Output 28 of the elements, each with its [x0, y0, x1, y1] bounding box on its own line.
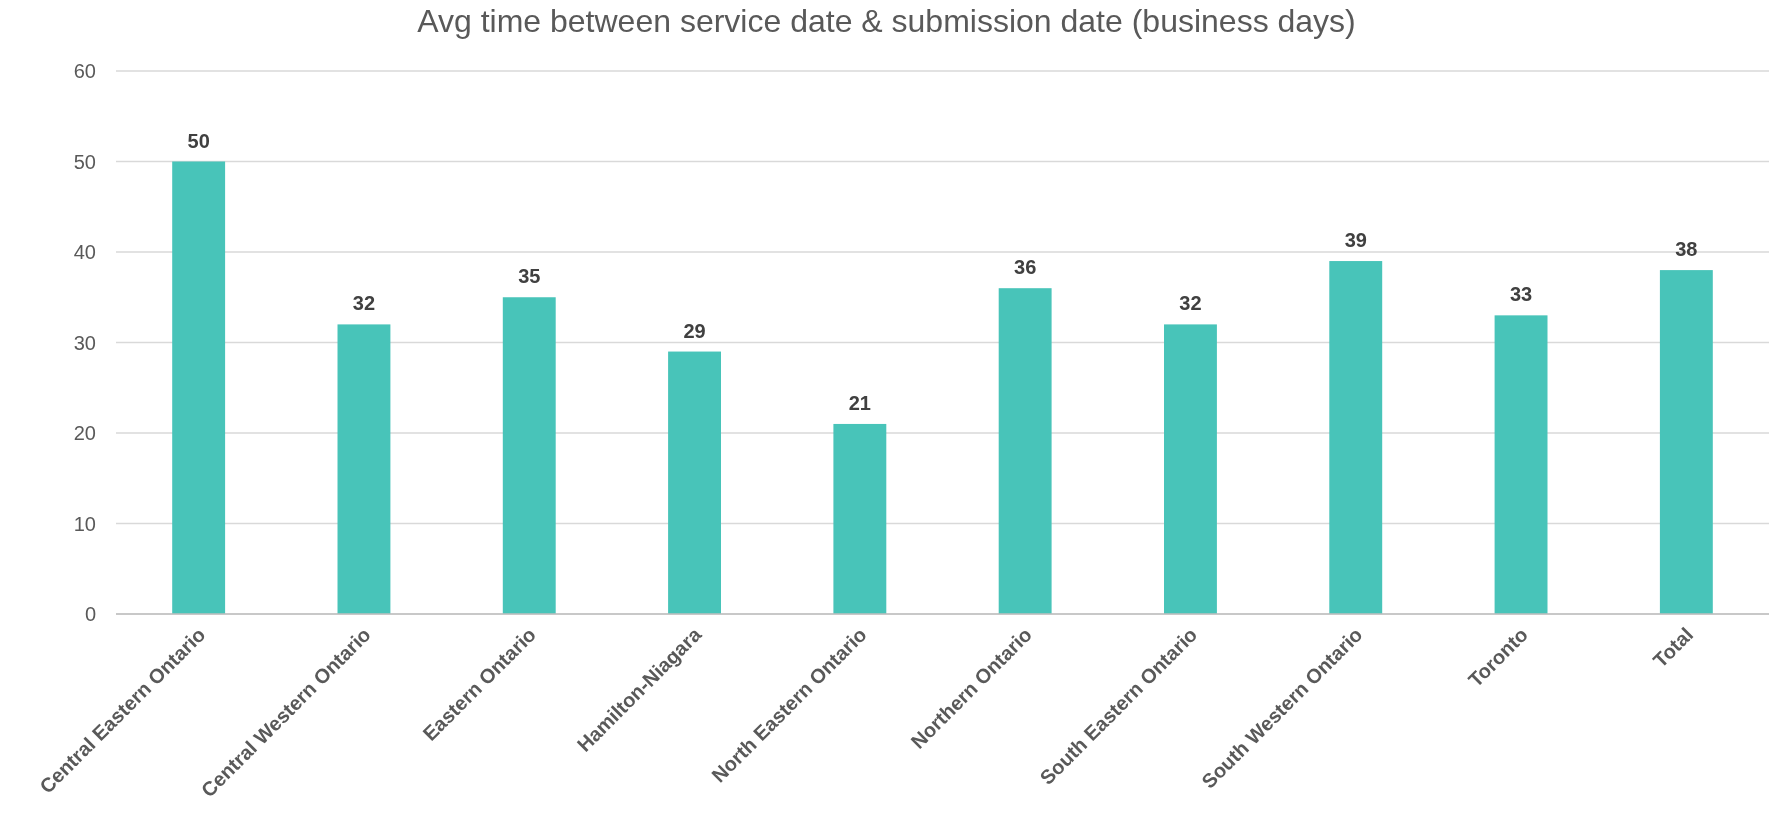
- bar: [337, 324, 391, 614]
- bar: [1494, 315, 1548, 614]
- bar: [1659, 270, 1713, 614]
- y-tick-label: 40: [73, 241, 96, 263]
- bar: [172, 161, 226, 614]
- bar: [1164, 324, 1217, 614]
- y-tick-label: 30: [73, 331, 96, 354]
- data-label: 35: [518, 265, 541, 288]
- bar: [1329, 261, 1383, 614]
- data-label: 29: [683, 319, 706, 342]
- y-tick-label: 20: [73, 422, 96, 444]
- bar: [502, 297, 556, 614]
- bar: [833, 423, 887, 614]
- data-label: 33: [1509, 283, 1533, 306]
- data-label: 38: [1675, 238, 1698, 261]
- chart-title: Avg time between service date & submission date (business days): [417, 3, 1356, 39]
- y-tick-label: 0: [84, 603, 96, 625]
- y-tick-label: 10: [73, 512, 96, 535]
- data-label: 21: [848, 391, 871, 414]
- data-label: 36: [1014, 256, 1037, 279]
- data-label: 32: [352, 292, 376, 315]
- y-tick-label: 50: [73, 150, 96, 173]
- bar: [998, 288, 1052, 614]
- bar: [668, 351, 721, 614]
- data-label: 32: [1179, 292, 1202, 315]
- data-label: 50: [187, 129, 210, 152]
- data-label: 39: [1344, 229, 1367, 252]
- y-tick-label: 60: [73, 60, 96, 82]
